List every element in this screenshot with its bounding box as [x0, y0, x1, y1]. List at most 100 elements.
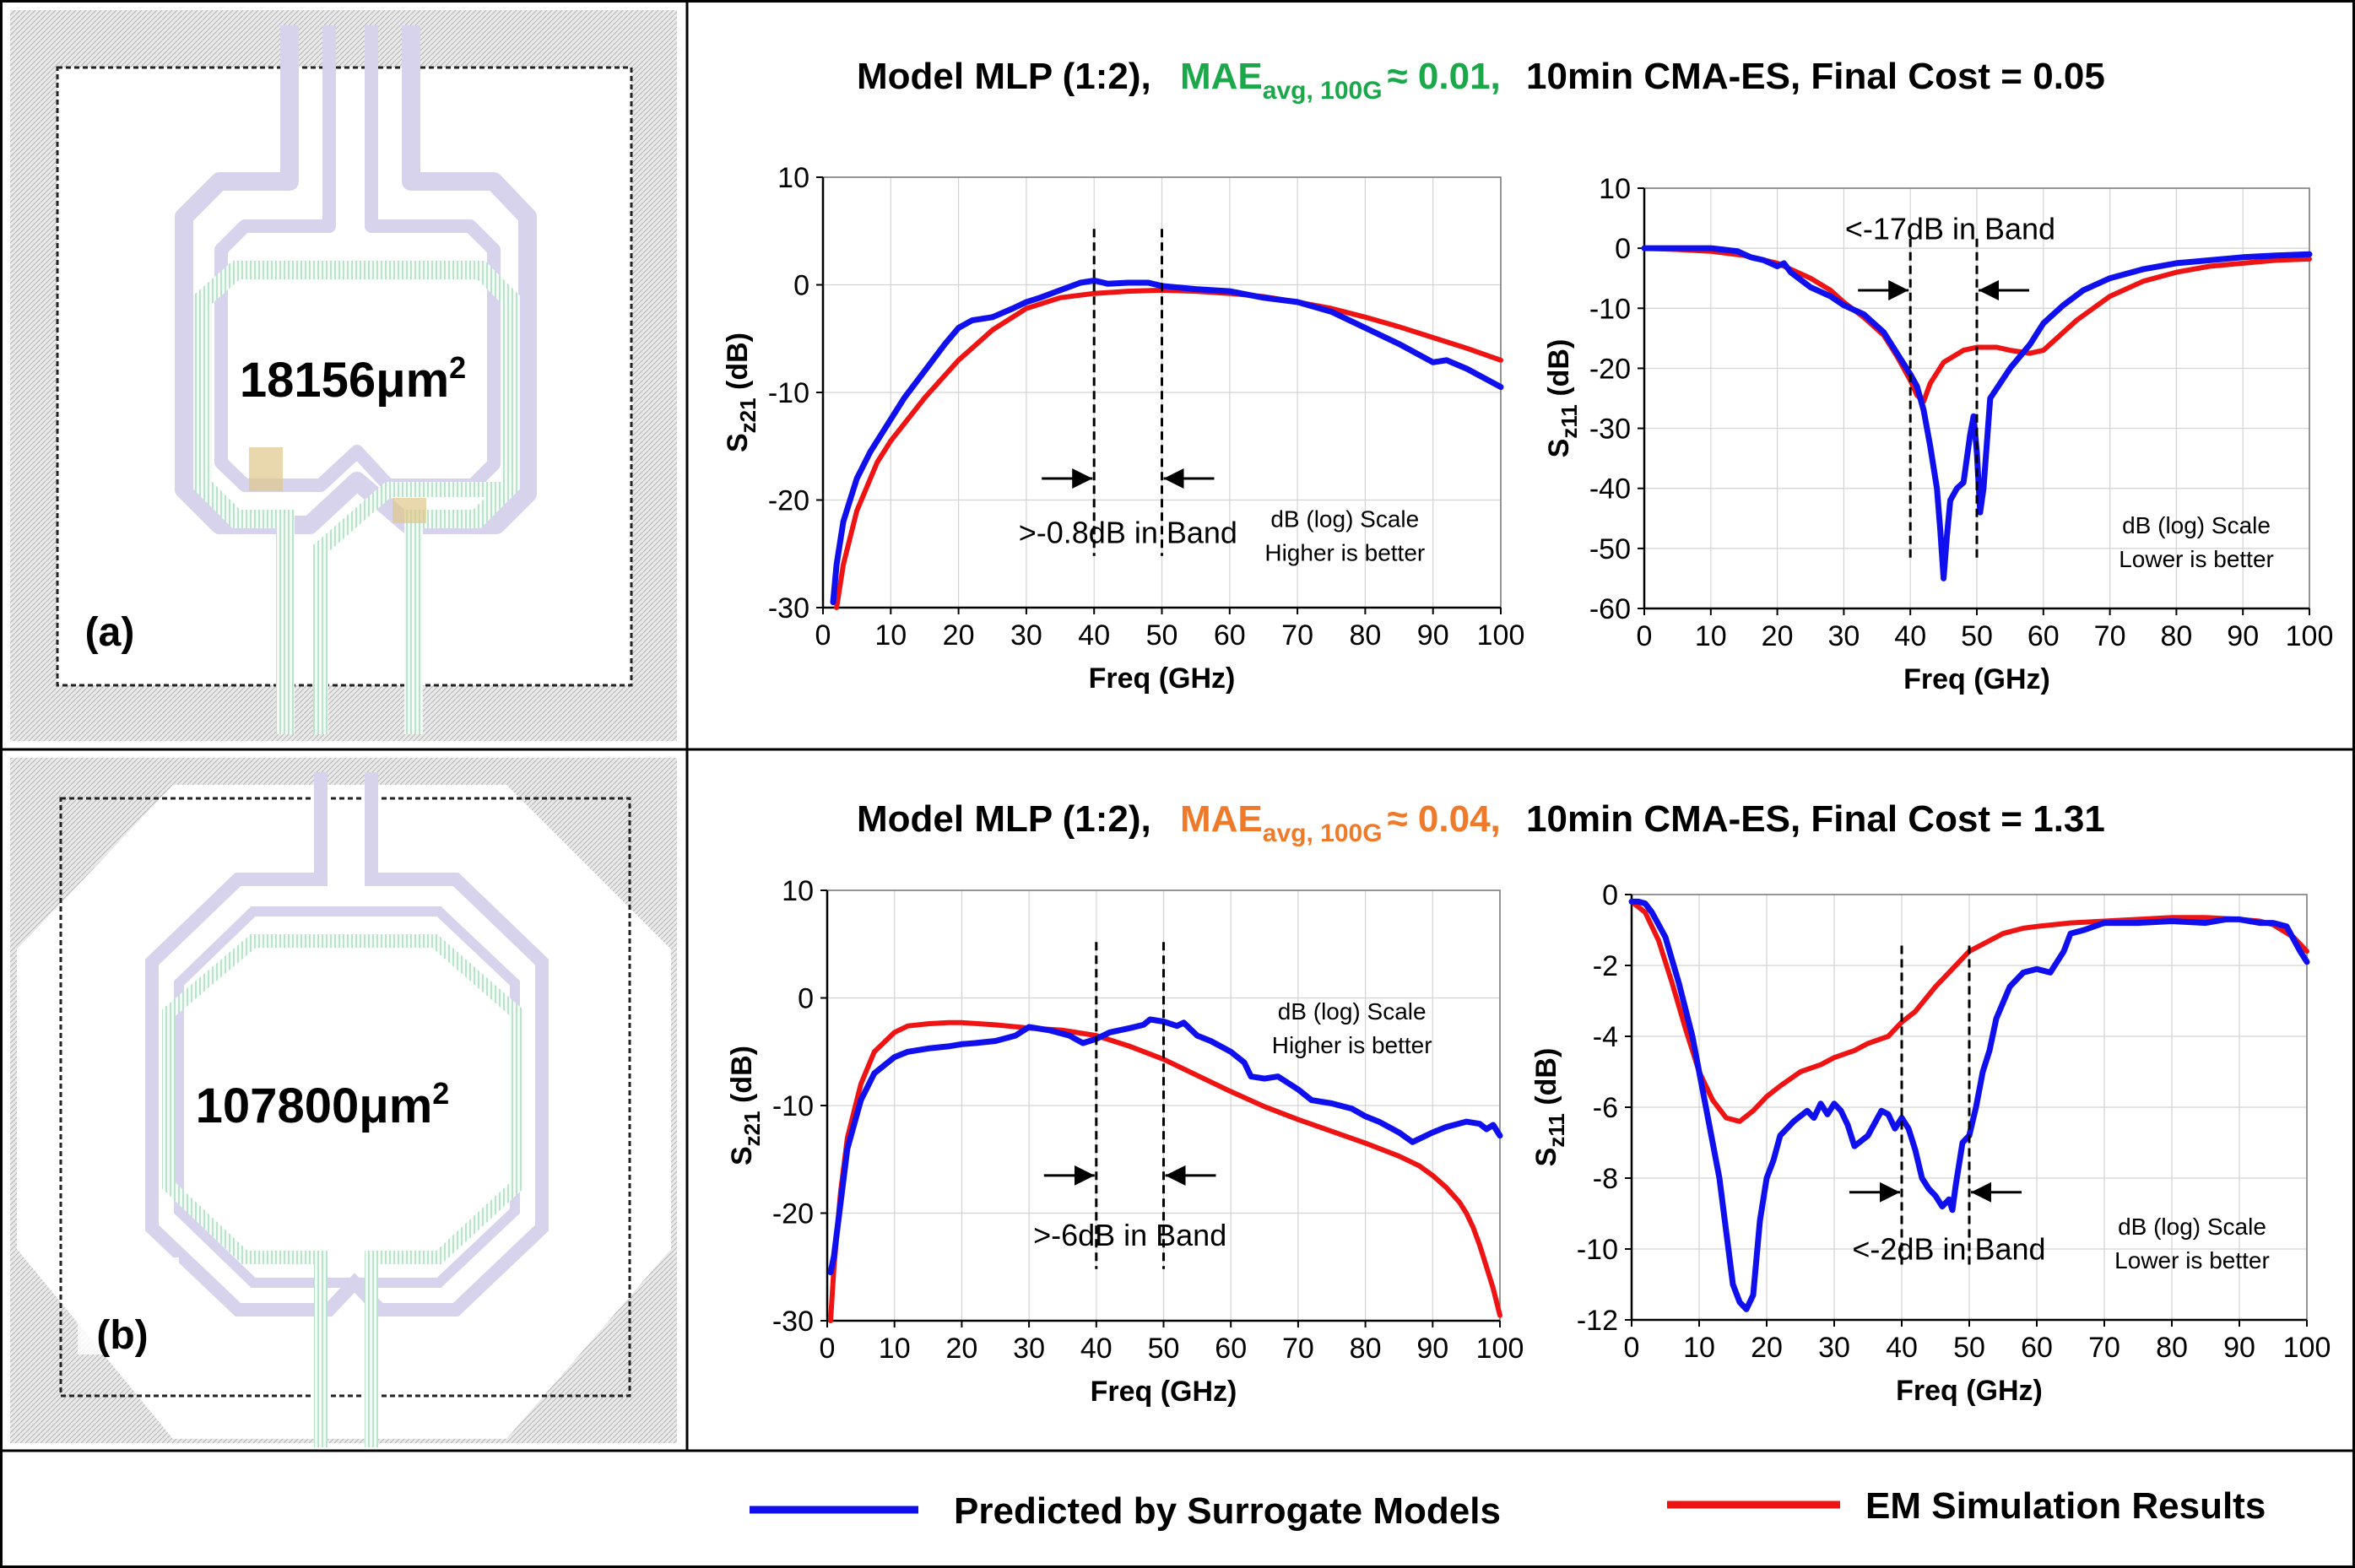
- x-tick-label: 60: [1214, 619, 1246, 652]
- layout-a-label: (a): [85, 610, 135, 655]
- y-tick-label: -30: [1589, 414, 1631, 446]
- band-annotation: <-2dB in Band: [1852, 1232, 2045, 1267]
- legend-predicted-label: Predicted by Surrogate Models: [954, 1490, 1501, 1532]
- x-tick-label: 40: [1080, 1333, 1113, 1365]
- y-tick-label: 0: [1602, 879, 1618, 911]
- layout-b-label: (b): [96, 1313, 148, 1358]
- y-axis-label: Sz11 (dB): [1543, 339, 1582, 458]
- y-tick-label: -60: [1589, 593, 1631, 625]
- x-tick-label: 50: [1146, 619, 1178, 652]
- band-annotation: >-0.8dB in Band: [1019, 516, 1237, 550]
- x-tick-label: 100: [2286, 620, 2334, 652]
- x-tick-label: 80: [1349, 619, 1381, 652]
- x-axis-label: Freq (GHz): [1091, 1376, 1237, 1408]
- row-b-title-prefix: Model MLP (1:2),: [857, 798, 1151, 840]
- row-a-title-prefix: Model MLP (1:2),: [857, 56, 1151, 97]
- x-tick-label: 80: [1350, 1333, 1382, 1365]
- scale-note: Lower is better: [2119, 546, 2274, 572]
- x-tick-label: 60: [2021, 1332, 2053, 1364]
- x-tick-label: 30: [1013, 1333, 1045, 1365]
- layout-a-via: [392, 498, 426, 523]
- y-tick-label: -2: [1593, 950, 1618, 982]
- y-tick-label: -12: [1577, 1305, 1618, 1337]
- layout-a-primary-coil: [175, 25, 537, 534]
- x-tick-label: 50: [1961, 620, 1993, 652]
- y-tick-label: -30: [772, 1306, 814, 1338]
- y-axis-label: Sz21 (dB): [726, 1046, 765, 1165]
- x-tick-label: 90: [2223, 1332, 2255, 1364]
- series-line-predicted: [827, 1016, 1503, 1276]
- x-tick-label: 80: [2160, 620, 2192, 652]
- x-tick-label: 90: [2227, 620, 2259, 652]
- series-line-predicted: [1628, 898, 2310, 1312]
- layout-b-area: 107800μm2: [196, 1076, 450, 1133]
- row-b-title: Model MLP (1:2), MAEavg, 100G ≈ 0.04, 10m…: [857, 798, 2105, 847]
- y-tick-label: -10: [1589, 293, 1631, 325]
- legend: Predicted by Surrogate Models EM Simulat…: [750, 1485, 2266, 1532]
- x-tick-label: 20: [1751, 1332, 1783, 1364]
- row-b-mae: MAE: [1180, 798, 1263, 840]
- scale-note: dB (log) Scale: [2118, 1214, 2266, 1240]
- band-annotation: <-17dB in Band: [1845, 211, 2055, 246]
- y-tick-label: -10: [772, 1090, 814, 1122]
- layout-b: 107800μm2 (b): [10, 758, 677, 1447]
- x-tick-label: 10: [1695, 620, 1727, 652]
- layout-b-clearance: [17, 785, 671, 1439]
- y-tick-label: 0: [798, 983, 814, 1015]
- x-tick-label: 0: [1637, 620, 1653, 652]
- x-tick-label: 30: [1818, 1332, 1850, 1364]
- row-b-title-suffix: 10min CMA-ES, Final Cost = 1.31: [1526, 798, 2105, 840]
- layout-a-area: 18156μm2: [240, 350, 466, 408]
- row-a-mae-subscript: avg, 100G: [1263, 77, 1383, 105]
- row-a-mae-value: ≈ 0.01,: [1388, 56, 1501, 97]
- legend-em-label: EM Simulation Results: [1865, 1485, 2266, 1527]
- row-a-mae: MAE: [1180, 56, 1263, 97]
- x-tick-label: 90: [1416, 1333, 1448, 1365]
- band-annotation: >-6dB in Band: [1033, 1218, 1226, 1252]
- series-line-em: [834, 287, 1503, 610]
- y-tick-label: -6: [1593, 1092, 1618, 1124]
- layout-b-secondary-coil: [162, 934, 523, 1447]
- x-tick-label: 10: [874, 619, 907, 652]
- series-line-em: [828, 1019, 1502, 1323]
- layout-a: 18156μm2 (a): [10, 10, 677, 741]
- x-tick-label: 100: [2283, 1332, 2331, 1364]
- scale-note: Lower is better: [2114, 1247, 2270, 1273]
- y-tick-label: 10: [1599, 173, 1631, 205]
- x-tick-label: 20: [1762, 620, 1794, 652]
- x-tick-label: 50: [1148, 1333, 1180, 1365]
- y-tick-label: -8: [1593, 1163, 1618, 1195]
- x-tick-label: 10: [879, 1333, 911, 1365]
- row-a-title: Model MLP (1:2), MAEavg, 100G ≈ 0.01, 10m…: [857, 56, 2105, 105]
- x-tick-label: 70: [1282, 1333, 1314, 1365]
- x-tick-label: 30: [1010, 619, 1042, 652]
- x-tick-label: 40: [1078, 619, 1110, 652]
- x-tick-label: 60: [2027, 620, 2060, 652]
- x-tick-label: 0: [1624, 1332, 1640, 1364]
- row-a-title-suffix: 10min CMA-ES, Final Cost = 0.05: [1526, 56, 2105, 97]
- x-tick-label: 70: [1281, 619, 1313, 652]
- y-axis-label: Sz11 (dB): [1530, 1048, 1569, 1167]
- x-tick-label: 60: [1215, 1333, 1247, 1365]
- x-tick-label: 0: [820, 1333, 836, 1365]
- y-tick-label: 0: [1615, 233, 1631, 265]
- y-axis-label: Sz21 (dB): [722, 333, 761, 452]
- y-tick-label: -4: [1593, 1021, 1618, 1053]
- y-tick-label: -50: [1589, 533, 1631, 565]
- series-line-em: [1642, 246, 2312, 404]
- layout-b-label-bg: [78, 1257, 179, 1354]
- chart-b-s11: 0 10 20 30 40 50 60 70 80 90 100 0 -2 -4 -6 -8 -10 -12 Fre…: [1530, 879, 2331, 1407]
- chart-a-s11: 0 10 20 30 40 50 60 70 80 90 100100-10-20-30-40-50…: [1543, 173, 2333, 695]
- scale-note: Higher is better: [1264, 539, 1425, 565]
- layout-b-boundary: [59, 797, 631, 1398]
- scale-note: dB (log) Scale: [1270, 506, 1419, 532]
- y-tick-label: 10: [777, 162, 809, 194]
- x-tick-label: 70: [2088, 1332, 2120, 1364]
- x-tick-label: 20: [945, 1333, 977, 1365]
- x-tick-label: 10: [1683, 1332, 1715, 1364]
- series-line-predicted: [830, 277, 1504, 606]
- x-tick-label: 90: [1417, 619, 1449, 652]
